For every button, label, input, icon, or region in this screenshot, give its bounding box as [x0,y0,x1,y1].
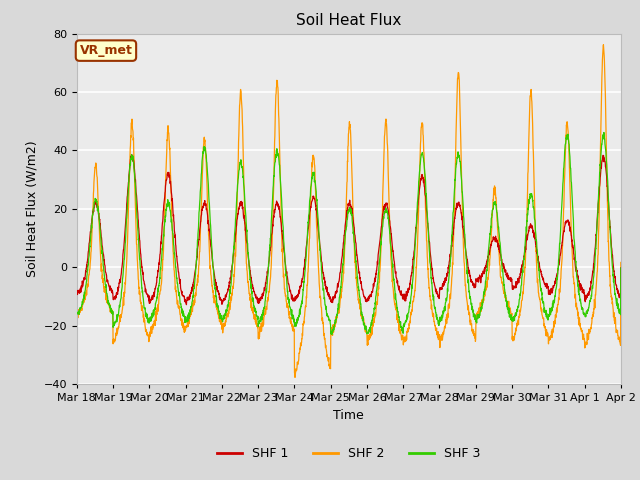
Legend: SHF 1, SHF 2, SHF 3: SHF 1, SHF 2, SHF 3 [212,443,486,465]
Y-axis label: Soil Heat Flux (W/m2): Soil Heat Flux (W/m2) [25,141,38,277]
Title: Soil Heat Flux: Soil Heat Flux [296,13,401,28]
X-axis label: Time: Time [333,408,364,421]
Text: VR_met: VR_met [79,44,132,57]
